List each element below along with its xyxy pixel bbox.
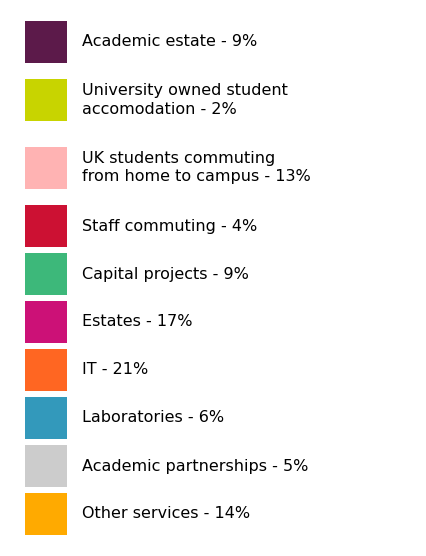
Bar (25, 205, 67, 247)
Text: Capital projects - 9%: Capital projects - 9% (82, 266, 248, 281)
Bar (25, 301, 67, 343)
Text: Staff commuting - 4%: Staff commuting - 4% (82, 219, 256, 234)
Bar (25, 493, 67, 535)
Text: Other services - 14%: Other services - 14% (82, 507, 250, 522)
Bar (25, 147, 67, 189)
Text: Laboratories - 6%: Laboratories - 6% (82, 410, 224, 425)
Text: Estates - 17%: Estates - 17% (82, 315, 192, 330)
Text: IT - 21%: IT - 21% (82, 363, 148, 378)
Bar (25, 79, 67, 121)
Bar (25, 349, 67, 391)
Text: Academic estate - 9%: Academic estate - 9% (82, 34, 256, 49)
Bar (25, 253, 67, 295)
Bar (25, 445, 67, 487)
Text: University owned student
accomodation - 2%: University owned student accomodation - … (82, 83, 287, 117)
Text: Academic partnerships - 5%: Academic partnerships - 5% (82, 459, 308, 474)
Bar (25, 21, 67, 63)
Bar (25, 397, 67, 439)
Text: UK students commuting
from home to campus - 13%: UK students commuting from home to campu… (82, 151, 310, 185)
